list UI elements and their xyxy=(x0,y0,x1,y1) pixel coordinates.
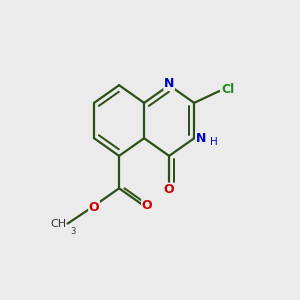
Text: N: N xyxy=(196,132,206,145)
Text: O: O xyxy=(142,200,152,212)
Text: CH: CH xyxy=(50,219,66,229)
Text: H: H xyxy=(210,137,218,147)
Text: 3: 3 xyxy=(70,226,75,236)
Text: O: O xyxy=(89,201,99,214)
Text: O: O xyxy=(164,183,175,196)
Text: N: N xyxy=(164,77,174,90)
Text: Cl: Cl xyxy=(221,83,235,96)
